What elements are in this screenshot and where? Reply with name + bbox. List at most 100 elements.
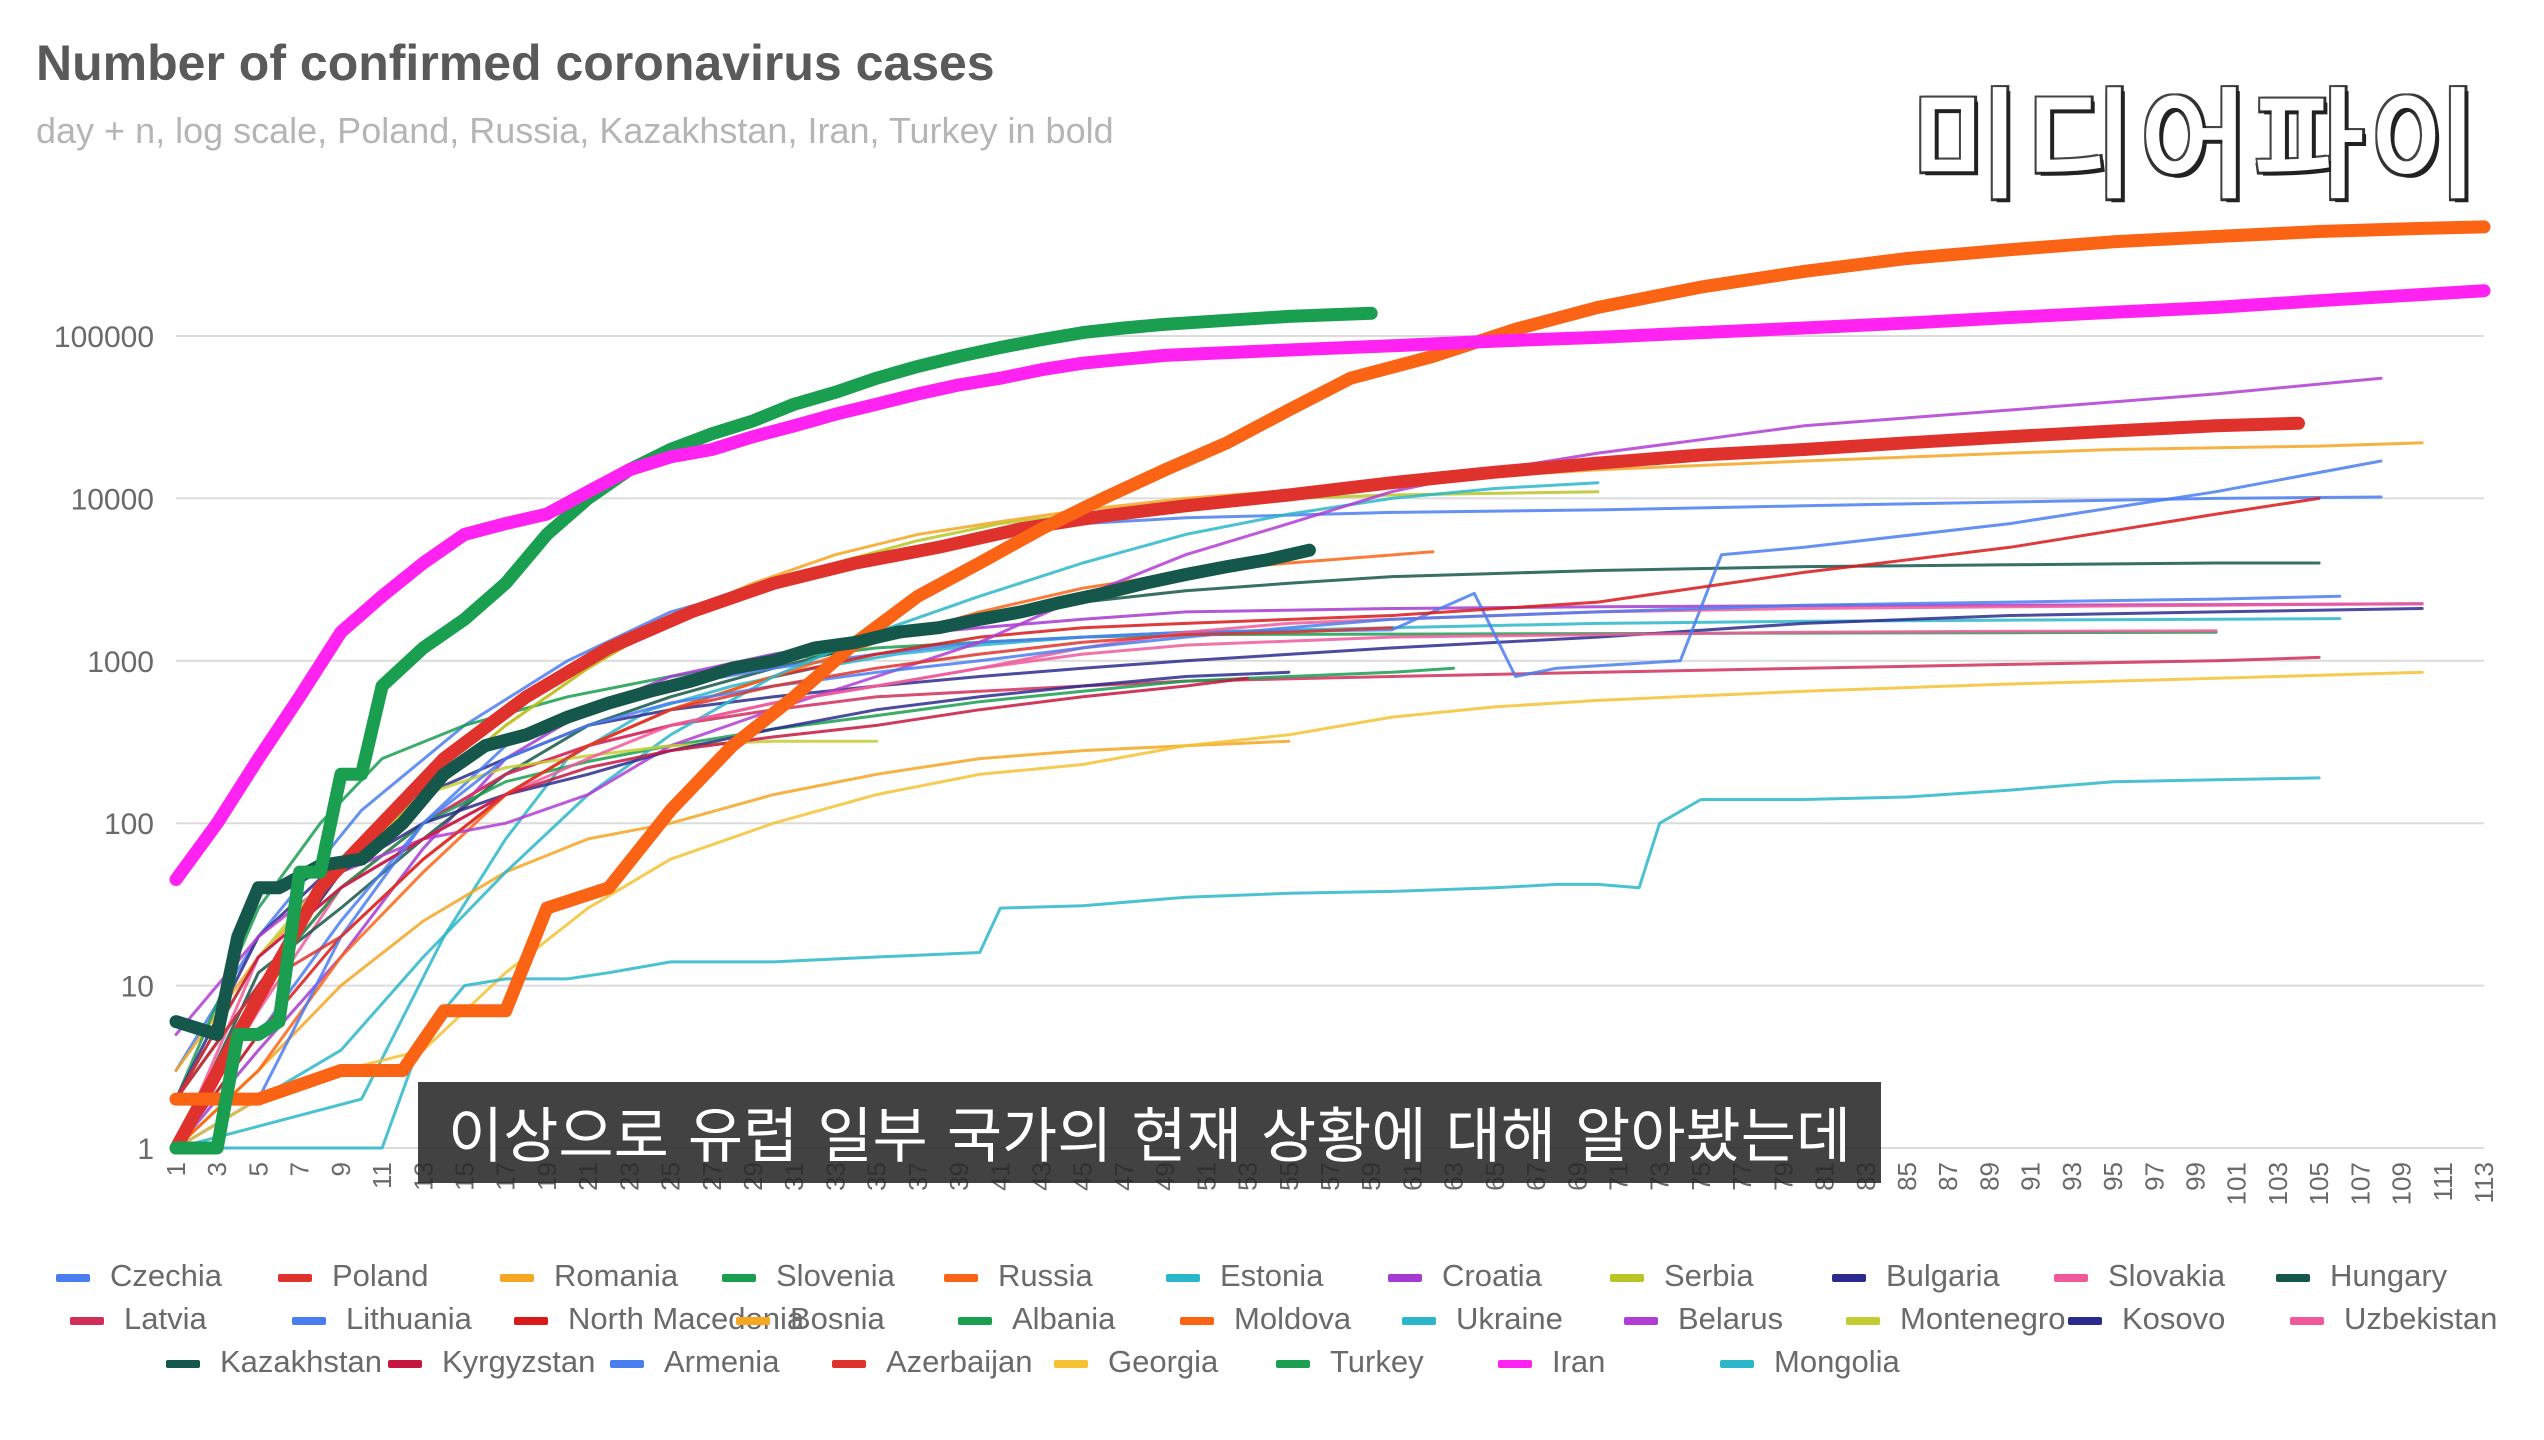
legend-item: Latvia [70, 1301, 207, 1337]
legend-swatch [2290, 1316, 2324, 1325]
legend-item: Serbia [1610, 1258, 1754, 1294]
x-tick-label: 103 [2263, 1162, 2293, 1205]
legend-label: Croatia [1442, 1258, 1542, 1293]
x-tick-label: 87 [1933, 1162, 1963, 1191]
legend-item: Ukraine [1402, 1301, 1563, 1337]
x-tick-label: 113 [2469, 1162, 2499, 1203]
legend-label: Ukraine [1456, 1301, 1563, 1336]
legend-swatch [1832, 1273, 1866, 1282]
x-tick-label: 99 [2181, 1162, 2211, 1191]
legend-swatch [832, 1359, 866, 1368]
legend-swatch [514, 1316, 548, 1325]
series-line-russia [169, 220, 2491, 1106]
legend-swatch [2276, 1273, 2310, 1282]
legend-item: Estonia [1166, 1258, 1323, 1294]
series-line-hungary [174, 561, 2321, 1150]
legend-swatch [278, 1273, 312, 1282]
x-tick-label: 109 [2387, 1162, 2417, 1205]
y-tick-label: 100 [104, 808, 154, 841]
legend-label: Belarus [1678, 1301, 1784, 1336]
series-line-bosnia [174, 739, 1291, 1150]
legend-label: Lithuania [346, 1301, 472, 1336]
legend-swatch [1624, 1316, 1658, 1325]
legend-item: Albania [958, 1301, 1115, 1337]
legend-swatch [722, 1273, 756, 1282]
x-tick-label: 91 [2016, 1162, 2046, 1191]
legend-label: Kyrgyzstan [442, 1344, 596, 1379]
legend-item: Romania [500, 1258, 678, 1294]
x-tick-label: 3 [202, 1162, 232, 1176]
legend-swatch [56, 1273, 90, 1282]
series-line-armenia [174, 594, 2342, 1150]
legend-swatch [2054, 1273, 2088, 1282]
x-tick-label: 93 [2057, 1162, 2087, 1191]
legend-swatch [1166, 1273, 1200, 1282]
legend-label: Turkey [1330, 1344, 1424, 1379]
legend-swatch [1610, 1273, 1644, 1282]
y-tick-label: 10 [121, 971, 154, 1004]
x-tick-label: 85 [1892, 1162, 1922, 1191]
x-tick-label: 111 [2428, 1162, 2458, 1202]
legend-swatch [2068, 1316, 2102, 1325]
series-line-georgia [174, 670, 2424, 1150]
chart-subtitle: day + n, log scale, Poland, Russia, Kaza… [36, 110, 1114, 151]
legend-swatch [1276, 1359, 1310, 1368]
legend-item: Bulgaria [1832, 1258, 2000, 1294]
legend-label: Estonia [1220, 1258, 1324, 1293]
legend-item: Azerbaijan [832, 1344, 1032, 1380]
legend-label: Kazakhstan [220, 1344, 382, 1379]
y-tick-label: 100000 [54, 321, 154, 354]
series-line-estonia [174, 617, 2342, 1150]
y-tick-label: 10000 [71, 483, 154, 516]
legend-label: Moldova [1234, 1301, 1352, 1336]
legend-swatch [1054, 1359, 1088, 1368]
series-line-slovakia [174, 629, 2218, 1150]
legend-swatch [70, 1316, 104, 1325]
legend-label: Romania [554, 1258, 679, 1293]
legend-label: Czechia [110, 1258, 222, 1293]
legend-item: Kosovo [2068, 1301, 2225, 1337]
legend-label: Bulgaria [1886, 1258, 2000, 1293]
series-line-kyrgyzstan [174, 676, 1250, 1101]
video-subtitle: 이상으로 유럽 일부 국가의 현재 상황에 대해 알아봤는데 [418, 1082, 1882, 1183]
legend-item: Kyrgyzstan [388, 1344, 595, 1380]
legend-swatch [944, 1273, 978, 1282]
legend-swatch [292, 1316, 326, 1325]
legend-swatch [500, 1273, 534, 1282]
legend-label: Serbia [1664, 1258, 1754, 1293]
legend-swatch [736, 1316, 770, 1325]
legend-label: Iran [1552, 1344, 1606, 1379]
series-line-azerbaijan [174, 626, 1394, 1101]
legend-swatch [1388, 1273, 1422, 1282]
legend-label: Uzbekistan [2344, 1301, 2498, 1336]
legend-item: Georgia [1054, 1344, 1218, 1380]
y-tick-label: 1 [137, 1133, 154, 1166]
legend-item: Poland [278, 1258, 429, 1294]
x-tick-label: 89 [1974, 1162, 2004, 1191]
legend-item: Slovakia [2054, 1258, 2225, 1294]
legend-swatch [1402, 1316, 1436, 1325]
legend-item: Czechia [56, 1258, 222, 1294]
legend-label: Slovakia [2108, 1258, 2226, 1293]
legend-swatch [1846, 1316, 1880, 1325]
legend-label: Montenegro [1900, 1301, 2066, 1336]
series-line-mongolia [174, 776, 2321, 1150]
legend-item: Hungary [2276, 1258, 2447, 1294]
legend-swatch [610, 1359, 644, 1368]
x-tick-label: 107 [2345, 1162, 2375, 1205]
legend-swatch [388, 1359, 422, 1368]
legend-label: Russia [998, 1258, 1093, 1293]
legend-label: Poland [332, 1258, 429, 1293]
legend-swatch [1180, 1316, 1214, 1325]
legend-item: Iran [1498, 1344, 1605, 1380]
legend-swatch [958, 1316, 992, 1325]
x-tick-label: 95 [2098, 1162, 2128, 1191]
legend-item: Croatia [1388, 1258, 1542, 1294]
series-line-lithuania [174, 459, 2383, 1150]
legend-item: Belarus [1624, 1301, 1783, 1337]
legend-swatch [1498, 1359, 1532, 1368]
x-tick-label: 105 [2304, 1162, 2334, 1205]
legend-item: Slovenia [722, 1258, 895, 1294]
legend-item: Montenegro [1846, 1301, 2065, 1337]
